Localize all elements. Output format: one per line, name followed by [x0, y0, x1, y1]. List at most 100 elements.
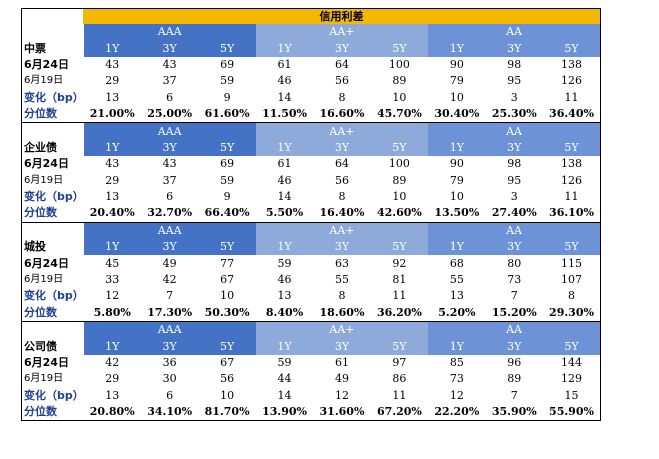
rating-group-header: AAA [83, 222, 256, 240]
value-cell: 61 [277, 57, 292, 71]
credit-spread-table: 信用利差 AAA AA+ AA 中票 1Y 3Y 5Y 1Y 3Y 5Y 1Y 3Y 5Y 6月24日 43… [21, 8, 601, 422]
section-name: 中票 [21, 40, 84, 57]
row-label: 6月19日 [24, 174, 64, 186]
rating-group-header: AAA [83, 321, 256, 339]
tenor-header: 5Y [370, 338, 429, 355]
row-label: 分位数 [21, 403, 84, 422]
tenor-header: 5Y [543, 40, 601, 57]
rating-group-header: AA+ [255, 24, 429, 41]
value-cell: 25.30% [485, 105, 543, 124]
value-cell: 9 [223, 90, 231, 104]
tenor-header: 3Y [140, 338, 199, 355]
value-cell: 8.40% [255, 304, 314, 323]
tenor-header: 3Y [140, 239, 199, 256]
row-change-bp: 变化（bp） 13 6 10 14 12 11 12 7 15 [22, 388, 601, 404]
tenor-header: 5Y [198, 40, 256, 57]
tenor-header: 5Y [370, 239, 429, 256]
row-label: 6月19日 [24, 373, 64, 385]
value-cell: 13 [277, 289, 292, 303]
value-cell: 14 [277, 190, 292, 204]
value-cell: 68 [449, 256, 464, 270]
value-cell: 50.30% [198, 304, 256, 323]
value-cell: 56 [220, 372, 235, 386]
tenor-header: 5Y [543, 239, 601, 256]
row-date-current: 6月24日 43 43 69 61 64 100 90 98 138 [22, 156, 601, 172]
value-cell: 100 [388, 157, 410, 171]
value-cell: 95 [507, 74, 522, 88]
value-cell: 69 [220, 57, 235, 71]
value-cell: 46 [277, 74, 292, 88]
value-cell: 42.60% [370, 205, 429, 223]
value-cell: 12 [334, 388, 349, 402]
value-cell: 5.20% [428, 304, 486, 323]
value-cell: 3 [510, 190, 518, 204]
tenor-header: 3Y [485, 239, 543, 256]
value-cell: 55 [449, 273, 464, 287]
value-cell: 12 [449, 388, 464, 402]
tenor-header: 1Y [428, 338, 486, 355]
group-header-row: AAA AA+ AA [22, 122, 601, 140]
value-cell: 89 [392, 74, 407, 88]
row-percentile: 分位数 21.00% 25.00% 61.60% 11.50% 16.60% 45.70% 3… [21, 105, 601, 124]
value-cell: 29 [105, 74, 120, 88]
value-cell: 29 [105, 173, 120, 187]
tenor-header: 5Y [370, 40, 429, 57]
row-label: 6月24日 [24, 57, 69, 71]
value-cell: 100 [388, 57, 410, 71]
row-label: 6月24日 [24, 356, 69, 369]
value-cell: 8 [568, 289, 575, 303]
tenor-header: 1Y [83, 239, 141, 256]
value-cell: 25.00% [140, 105, 199, 124]
value-cell: 61 [277, 157, 292, 171]
tenor-header: 1Y [255, 40, 314, 57]
tenor-header: 5Y [370, 139, 429, 157]
tenor-header: 1Y [428, 239, 486, 256]
section-name: 公司债 [21, 338, 84, 355]
value-cell: 13 [449, 289, 464, 303]
row-change-bp: 变化（bp） 12 7 10 13 8 11 13 7 8 [22, 288, 601, 304]
value-cell: 61 [334, 356, 349, 369]
value-cell: 42 [105, 356, 120, 369]
tenor-header-row: 公司债 1Y 3Y 5Y 1Y 3Y 5Y 1Y 3Y 5Y [21, 338, 601, 355]
value-cell: 3 [510, 90, 518, 104]
value-cell: 129 [561, 372, 582, 386]
value-cell: 55 [334, 273, 349, 287]
tenor-header: 3Y [485, 139, 543, 157]
value-cell: 42 [162, 273, 177, 287]
value-cell: 11 [564, 190, 579, 204]
row-percentile: 分位数 20.40% 32.70% 66.40% 5.50% 16.40% 42.60% 13… [21, 205, 601, 223]
value-cell: 66.40% [198, 205, 256, 223]
row-date-current: 6月24日 45 49 77 59 63 92 68 80 115 [22, 255, 601, 271]
value-cell: 73 [507, 273, 522, 287]
value-cell: 49 [162, 256, 177, 270]
value-cell: 55.90% [543, 403, 601, 422]
tenor-header: 5Y [198, 139, 256, 157]
value-cell: 98 [507, 157, 522, 171]
value-cell: 10 [392, 190, 407, 204]
tenor-header: 5Y [543, 139, 601, 157]
value-cell: 8 [338, 90, 346, 104]
value-cell: 12 [105, 289, 120, 303]
value-cell: 56 [334, 74, 349, 88]
value-cell: 7 [510, 289, 518, 303]
value-cell: 86 [392, 372, 407, 386]
tenor-header: 1Y [83, 40, 141, 57]
value-cell: 10 [449, 90, 464, 104]
value-cell: 36.20% [370, 304, 429, 323]
value-cell: 29.30% [543, 304, 601, 323]
value-cell: 67 [220, 273, 235, 287]
value-cell: 8 [338, 289, 346, 303]
value-cell: 59 [277, 256, 292, 270]
value-cell: 5.50% [255, 205, 314, 223]
value-cell: 90 [449, 157, 464, 171]
title-blank-cell [21, 8, 83, 24]
value-cell: 90 [449, 57, 464, 71]
value-cell: 37 [162, 173, 177, 187]
rating-group-header: AA+ [255, 321, 429, 339]
row-label: 分位数 [21, 105, 84, 124]
tenor-header: 1Y [83, 139, 141, 157]
value-cell: 20.80% [83, 403, 141, 422]
value-cell: 7 [166, 289, 174, 303]
value-cell: 34.10% [140, 403, 199, 422]
value-cell: 14 [277, 90, 292, 104]
